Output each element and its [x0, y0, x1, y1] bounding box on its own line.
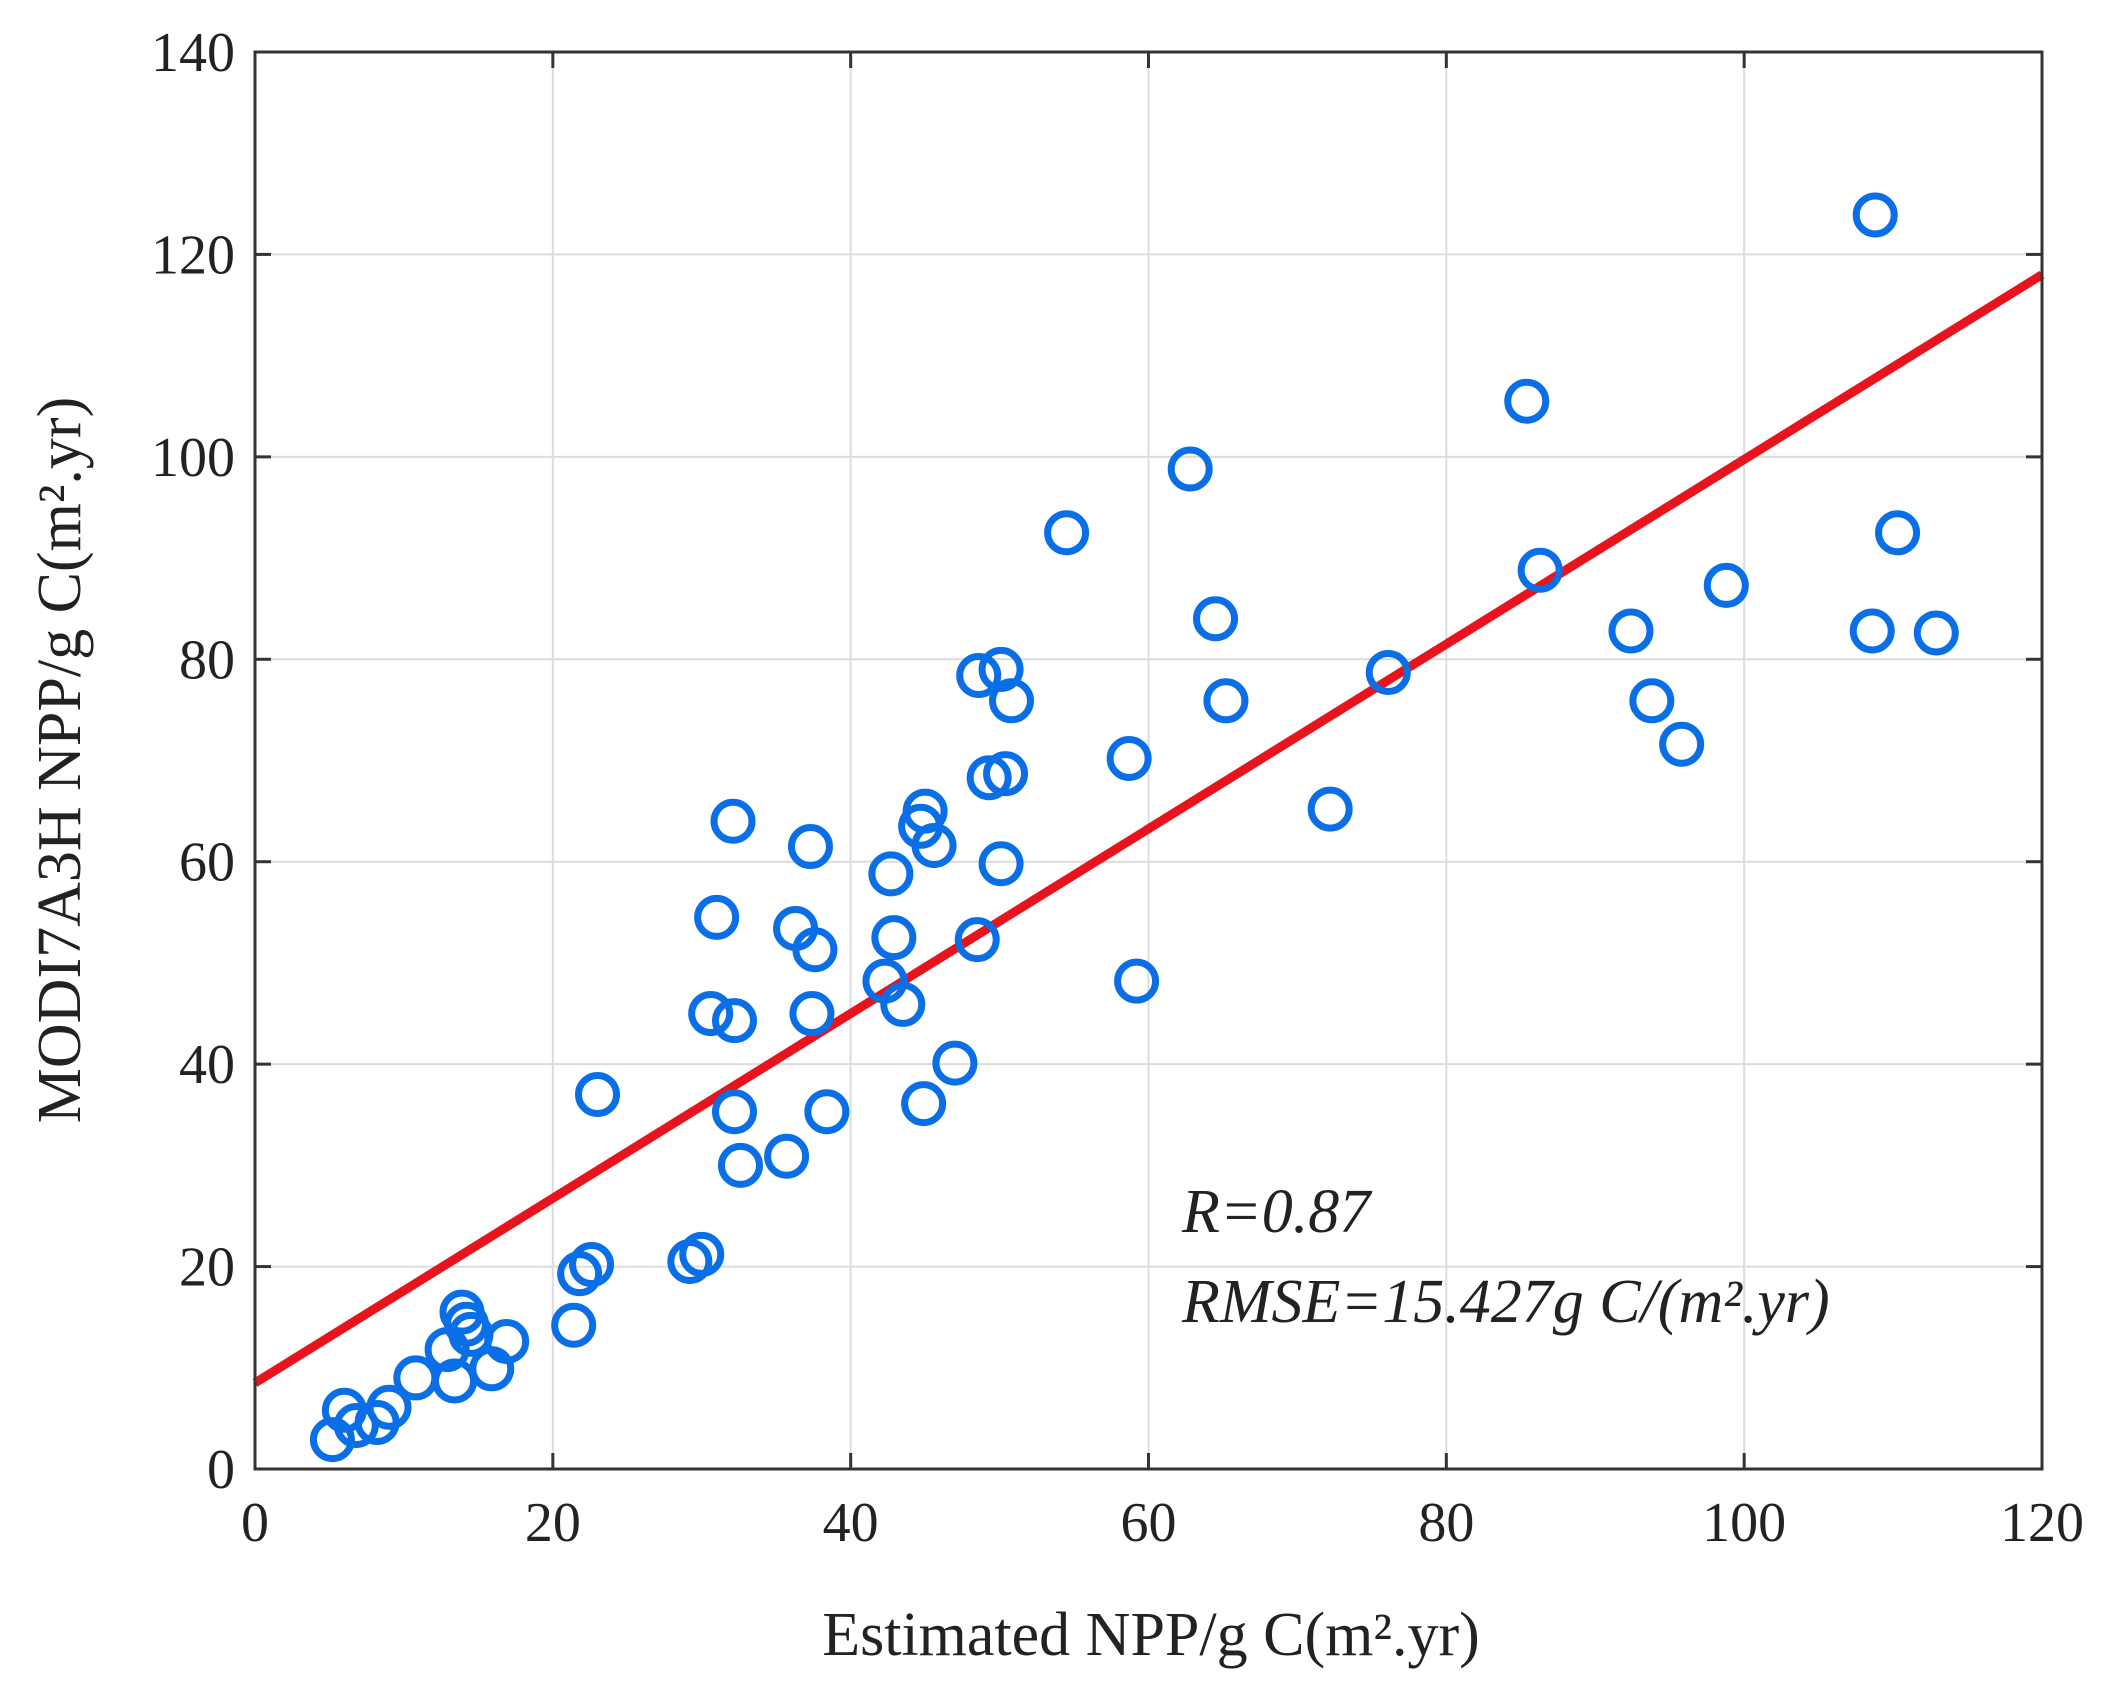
data-point: [871, 915, 917, 961]
data-point: [1703, 562, 1749, 608]
data-point: [366, 1384, 412, 1430]
data-point: [1203, 678, 1249, 724]
data-point: [717, 1142, 763, 1188]
x-tick-label: 0: [241, 1492, 269, 1554]
data-point: [484, 1318, 530, 1364]
data-point: [954, 917, 1000, 963]
data-point: [712, 1089, 758, 1135]
y-tick-label: 100: [151, 427, 235, 489]
data-point: [880, 981, 926, 1027]
data-point: [1875, 510, 1921, 556]
data-point: [1193, 596, 1239, 642]
y-tick-label: 40: [179, 1034, 235, 1096]
data-point: [789, 991, 835, 1037]
data-point: [712, 998, 758, 1044]
data-point: [1106, 735, 1152, 781]
data-point: [1517, 547, 1563, 593]
data-point: [1504, 378, 1550, 424]
data-point: [688, 991, 734, 1037]
data-point: [911, 823, 957, 869]
data-point: [694, 894, 740, 940]
data-point: [988, 678, 1034, 724]
fit-line: [252, 270, 2045, 1387]
data-point: [932, 1040, 978, 1086]
fit-line-layer: [252, 270, 2045, 1387]
data-point: [1307, 786, 1353, 832]
data-point: [1167, 446, 1213, 492]
x-tick-label: 20: [525, 1492, 581, 1554]
data-point: [575, 1072, 621, 1118]
data-point: [1044, 510, 1090, 556]
x-tick-label: 100: [1702, 1492, 1786, 1554]
data-point: [1365, 649, 1411, 695]
data-point: [551, 1302, 597, 1348]
y-tick-label: 20: [179, 1237, 235, 1299]
data-point: [1629, 678, 1675, 724]
y-tick-label: 0: [207, 1439, 235, 1501]
data-point: [1608, 608, 1654, 654]
data-point: [333, 1402, 379, 1448]
data-point: [1852, 192, 1898, 238]
x-tick-label: 40: [823, 1492, 879, 1554]
y-tick-label: 120: [151, 224, 235, 286]
data-point: [1659, 721, 1705, 767]
y-tick-label: 60: [179, 832, 235, 894]
data-point: [679, 1231, 725, 1277]
points-layer: [309, 192, 1959, 1463]
x-tick-label: 120: [2000, 1492, 2084, 1554]
y-tick-label: 80: [179, 629, 235, 691]
data-point: [710, 798, 756, 844]
y-axis-label: MODI7A3H NPP/g C(m².yr): [26, 397, 94, 1123]
data-point: [804, 1089, 850, 1135]
data-point: [901, 1081, 947, 1127]
data-point: [764, 1133, 810, 1179]
x-axis-label: Estimated NPP/g C(m².yr): [822, 1601, 1480, 1669]
x-tick-label: 80: [1418, 1492, 1474, 1554]
data-point: [1913, 610, 1959, 656]
data-point: [792, 927, 838, 973]
data-point: [983, 751, 1029, 797]
data-point: [787, 824, 833, 870]
x-tick-label: 60: [1121, 1492, 1177, 1554]
y-tick-label: 140: [151, 22, 235, 84]
data-point: [956, 652, 1002, 698]
data-point: [557, 1251, 603, 1297]
tick-labels: 0 20 40 60 80 100 120 0 20 40 60 80 100 120 140: [151, 22, 2084, 1554]
data-point: [868, 851, 914, 897]
data-point: [978, 841, 1024, 887]
annotation-rmse: RMSE=15.427g C/(m².yr): [1181, 1268, 1830, 1336]
ticks: [253, 50, 2044, 1471]
annotation-r: R=0.87: [1181, 1178, 1373, 1246]
data-point: [1849, 608, 1895, 654]
data-point: [1114, 958, 1160, 1004]
data-point: [569, 1242, 615, 1288]
